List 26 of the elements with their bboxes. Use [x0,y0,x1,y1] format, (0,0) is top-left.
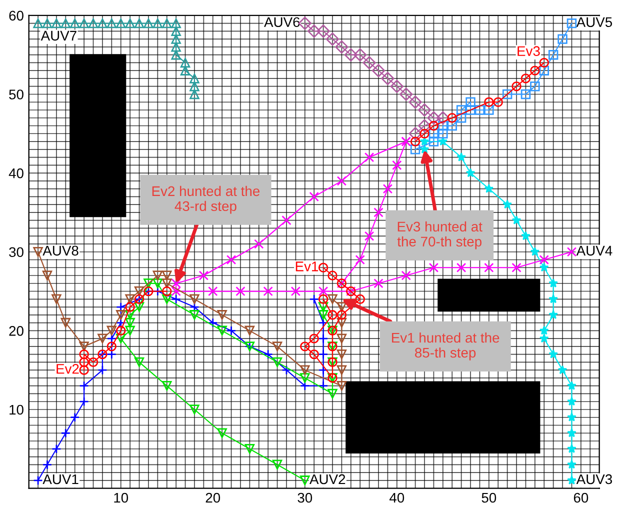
series-label: AUV7 [40,30,76,41]
series-label: AUV6 [264,17,300,28]
annotation: Ev3 hunted at the 70-th step [397,221,482,250]
y-tick-label: 10 [10,404,24,415]
x-tick-label: 60 [574,492,588,503]
y-tick-label: 50 [9,90,24,100]
annotation: Ev2 hunted at the 43-rd step [152,186,260,214]
series-label: AUV1 [42,474,78,484]
x-tick-label: 50 [482,492,496,503]
x-tick-label: 40 [390,492,404,503]
y-tick-label: 40 [8,168,24,178]
series-label: Ev1 [296,262,318,272]
y-tick-label: 60 [9,10,24,21]
x-tick-label: 20 [206,492,220,503]
series-label: Ev3 [518,46,540,56]
y-tick-label: 30 [9,247,24,258]
series-label: AUV3 [576,474,612,484]
annotation: Ev1 hunted at the 85-th step [392,332,500,360]
series-label: AUV2 [310,474,346,484]
series-label: AUV8 [42,246,78,256]
series-label: AUV4 [576,246,612,256]
series-label: AUV5 [576,17,612,28]
series-label: Ev2 [56,364,79,374]
x-tick-label: 30 [298,492,312,503]
y-tick-label: 20 [9,326,24,336]
x-tick-label: 10 [114,492,128,503]
